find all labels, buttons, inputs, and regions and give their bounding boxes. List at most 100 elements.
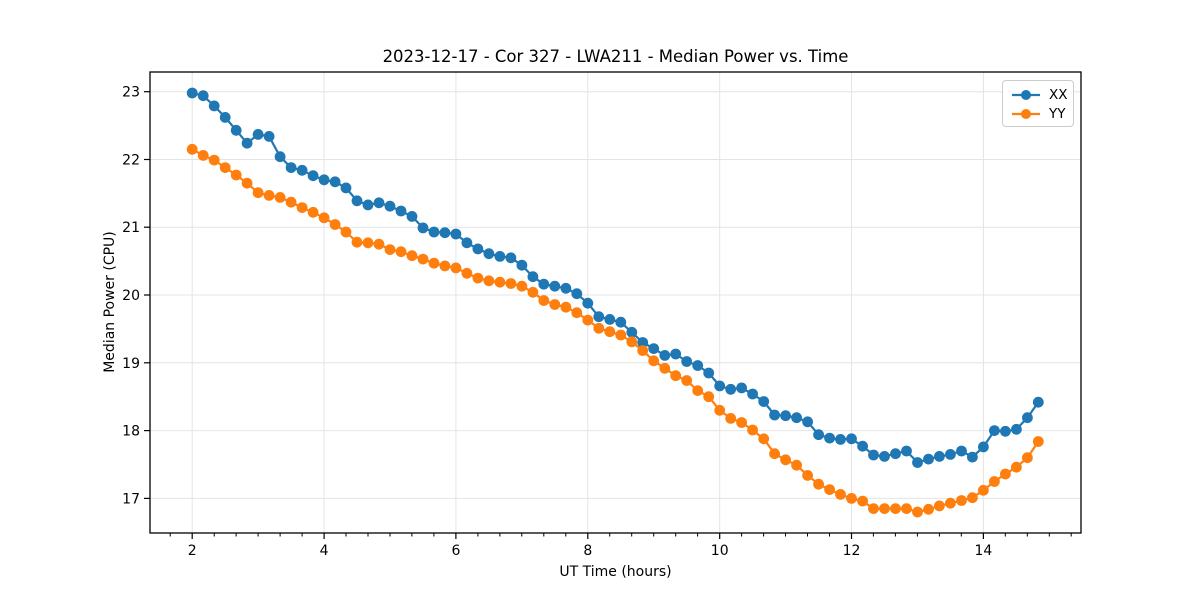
- series-YY-marker: [285, 196, 297, 208]
- x-tick-label: 14: [974, 543, 992, 559]
- legend-swatch-xx-icon: [1012, 89, 1040, 100]
- series-YY-marker: [549, 299, 561, 310]
- series-XX-marker: [417, 222, 429, 234]
- series-XX-marker: [571, 288, 583, 300]
- series-YY-marker: [527, 286, 539, 298]
- series-XX-marker: [461, 237, 473, 249]
- series-XX-marker: [472, 243, 484, 255]
- series-YY-marker: [747, 424, 758, 436]
- series-YY-marker: [978, 484, 989, 496]
- series-YY-marker: [923, 503, 934, 515]
- series-YY-marker: [780, 454, 791, 466]
- series-YY-marker: [802, 470, 813, 481]
- series-XX-marker: [912, 457, 923, 468]
- series-XX-marker: [747, 388, 758, 400]
- series-YY-marker: [824, 484, 835, 495]
- legend-item-yy: YY: [1011, 104, 1073, 123]
- series-YY-marker: [351, 236, 363, 248]
- series-YY-marker: [582, 314, 594, 326]
- series-YY-marker: [615, 329, 627, 341]
- series-YY-marker: [307, 206, 319, 218]
- series-XX-marker: [384, 200, 396, 212]
- series-YY-marker: [890, 503, 901, 514]
- series-XX-marker: [802, 416, 813, 428]
- series-XX-marker: [1000, 425, 1011, 437]
- series-YY-marker: [912, 506, 923, 518]
- series-YY-marker: [868, 503, 879, 514]
- series-XX-marker: [681, 356, 693, 367]
- x-axis-label: UT Time (hours): [559, 564, 672, 580]
- series-YY-marker: [758, 433, 770, 445]
- x-tick-label: 2: [188, 543, 197, 559]
- series-XX-marker: [439, 227, 451, 239]
- series-YY-marker: [318, 212, 330, 224]
- series-YY-marker: [362, 237, 374, 249]
- series-XX-marker: [505, 252, 517, 264]
- series-XX-marker: [1032, 396, 1044, 408]
- y-tick-label: 17: [122, 491, 140, 507]
- series-XX-marker: [549, 280, 561, 292]
- series-YY-marker: [604, 326, 616, 338]
- series-XX-marker: [340, 182, 352, 194]
- series-XX-marker: [648, 343, 660, 354]
- series-XX-marker: [923, 453, 934, 465]
- series-YY-marker: [395, 246, 407, 258]
- series-XX-marker: [538, 278, 550, 290]
- series-XX-marker: [659, 350, 671, 361]
- series-YY-marker: [186, 143, 198, 155]
- series-XX-marker: [736, 382, 747, 394]
- series-XX-marker: [846, 433, 857, 445]
- series-XX-marker: [252, 129, 264, 140]
- series-YY-marker: [571, 307, 583, 319]
- series-YY-marker: [846, 493, 857, 504]
- series-XX-marker: [967, 451, 978, 463]
- series-XX-marker: [879, 451, 890, 462]
- series-XX-marker: [604, 314, 616, 325]
- legend-label-yy: YY: [1049, 105, 1066, 122]
- series-XX-marker: [725, 383, 737, 395]
- series-YY-marker: [252, 187, 264, 199]
- series-YY-marker: [263, 190, 275, 201]
- series-XX-marker: [637, 337, 649, 348]
- x-tick-label: 4: [320, 543, 329, 559]
- x-tick-label: 12: [843, 543, 861, 559]
- series-XX-marker: [450, 228, 462, 240]
- series-YY-marker: [219, 162, 231, 174]
- series-YY-marker: [813, 478, 824, 490]
- series-XX-marker: [780, 410, 791, 422]
- series-XX-marker: [813, 429, 824, 441]
- series-XX-marker: [516, 259, 528, 271]
- series-XX-marker: [406, 211, 418, 222]
- series-XX-marker: [890, 448, 901, 460]
- x-tick-label: 10: [711, 543, 729, 559]
- series-XX-marker: [230, 124, 242, 136]
- series-YY-marker: [1011, 461, 1022, 473]
- series-XX-marker: [714, 380, 726, 392]
- series-YY-marker: [340, 226, 352, 238]
- series-YY-marker: [538, 295, 550, 306]
- series-YY-marker: [725, 413, 737, 424]
- series-YY-marker: [197, 150, 209, 161]
- series-YY-marker: [637, 345, 649, 356]
- series-YY-marker: [1022, 452, 1033, 464]
- series-XX-marker: [274, 151, 286, 163]
- series-XX-marker: [670, 348, 682, 360]
- series-XX-marker: [219, 112, 231, 123]
- series-YY-marker: [945, 497, 956, 509]
- series-XX-marker: [285, 162, 297, 174]
- series-XX-marker: [615, 316, 627, 328]
- series-XX-marker: [263, 131, 275, 142]
- series-YY-marker: [659, 362, 671, 374]
- series-YY-marker: [439, 260, 451, 272]
- legend-label-xx: XX: [1049, 86, 1068, 103]
- series-YY-marker: [692, 385, 704, 396]
- series-YY-marker: [1032, 436, 1044, 447]
- series-XX-marker: [1022, 412, 1033, 424]
- series-YY-marker: [901, 503, 912, 514]
- series-YY-marker: [934, 500, 945, 512]
- x-tick-label: 8: [583, 543, 592, 559]
- series-XX-marker: [945, 449, 956, 460]
- y-tick-label: 20: [122, 288, 140, 304]
